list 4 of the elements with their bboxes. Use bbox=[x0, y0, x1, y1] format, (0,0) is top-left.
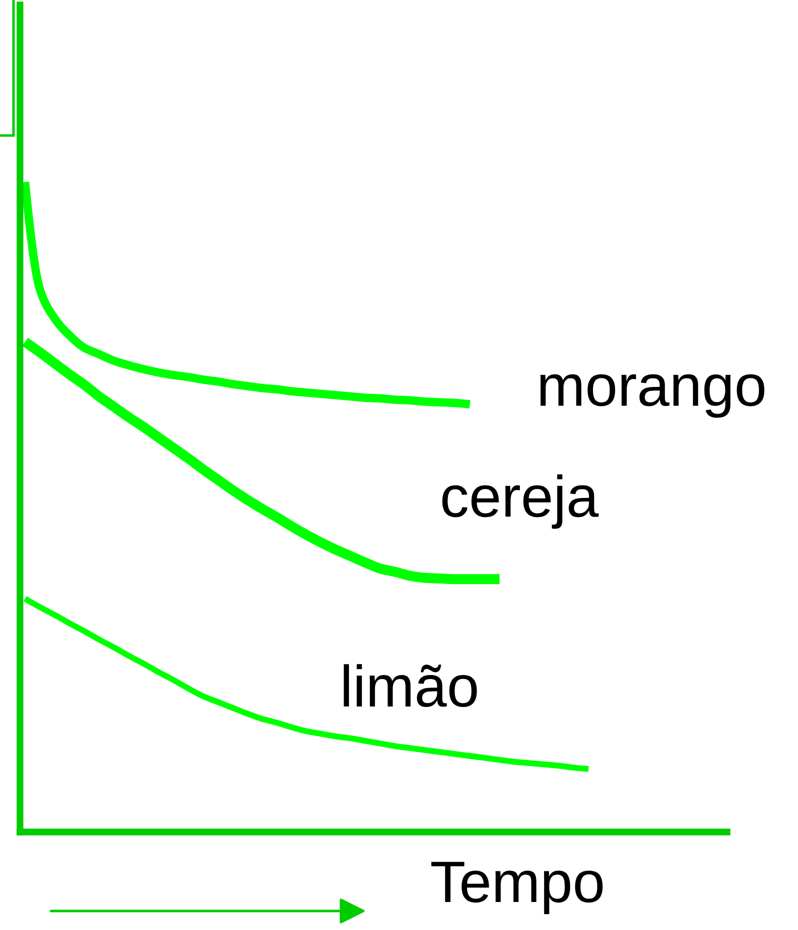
series-label: morango bbox=[540, 374, 764, 418]
series-label: limão bbox=[344, 664, 477, 708]
series-label: cereja bbox=[442, 474, 599, 529]
x-axis-title: Tempo bbox=[431, 862, 603, 914]
